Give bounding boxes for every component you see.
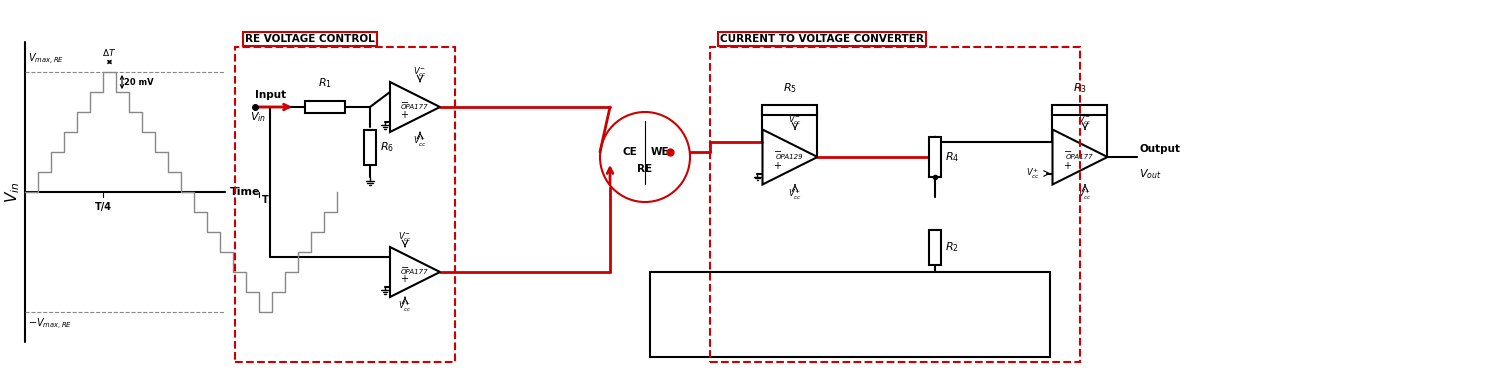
Text: T: T bbox=[263, 195, 269, 205]
Text: $V_{out}$: $V_{out}$ bbox=[1140, 167, 1163, 181]
Text: $V_{cc}^{+}$: $V_{cc}^{+}$ bbox=[399, 300, 412, 314]
Text: $V_{cc}^{-}$: $V_{cc}^{-}$ bbox=[788, 113, 802, 126]
Text: $+$: $+$ bbox=[773, 160, 782, 170]
Text: $V_{cc}^{-}$: $V_{cc}^{-}$ bbox=[412, 65, 427, 79]
Text: $R_1 = R_2 = R_3 = R_4 = R_6 = 6.8\ \mathrm{k}\Omega$: $R_1 = R_2 = R_3 = R_4 = R_6 = 6.8\ \mat… bbox=[753, 319, 945, 335]
Text: $V_{cc}^{+}$: $V_{cc}^{+}$ bbox=[1027, 167, 1040, 181]
Text: $-$: $-$ bbox=[773, 145, 782, 155]
Bar bbox=[763, 105, 817, 115]
Text: $V_{cc}^{+}$: $V_{cc}^{+}$ bbox=[1078, 188, 1092, 202]
Text: $+$: $+$ bbox=[1063, 160, 1072, 170]
Bar bbox=[929, 137, 941, 177]
Text: $V_{in}$: $V_{in}$ bbox=[251, 110, 266, 124]
Text: $R_3$: $R_3$ bbox=[1074, 81, 1087, 94]
Text: $R_5$: $R_5$ bbox=[784, 81, 797, 94]
Text: $R_5 = 3.9\ \mathrm{k}\Omega$: $R_5 = 3.9\ \mathrm{k}\Omega$ bbox=[814, 284, 886, 300]
Bar bbox=[649, 272, 1049, 357]
Text: $R_4$: $R_4$ bbox=[945, 150, 959, 164]
Text: $-$: $-$ bbox=[400, 96, 409, 106]
Text: WE: WE bbox=[651, 147, 669, 157]
Text: OPA177: OPA177 bbox=[1066, 154, 1093, 160]
Text: Output: Output bbox=[1140, 144, 1181, 154]
Text: $V_{in}$: $V_{in}$ bbox=[3, 181, 23, 203]
Text: OPA177: OPA177 bbox=[402, 269, 429, 275]
Text: $V_{cc}^{-}$: $V_{cc}^{-}$ bbox=[399, 230, 412, 244]
Text: $V_{max,RE}$: $V_{max,RE}$ bbox=[29, 52, 63, 67]
Text: OPA129: OPA129 bbox=[776, 154, 803, 160]
Text: Input: Input bbox=[255, 90, 285, 100]
Text: CURRENT TO VOLTAGE CONVERTER: CURRENT TO VOLTAGE CONVERTER bbox=[720, 34, 924, 44]
Text: Time: Time bbox=[230, 187, 261, 197]
Text: $\Delta T$: $\Delta T$ bbox=[103, 47, 116, 58]
Text: RE VOLTAGE CONTROL: RE VOLTAGE CONTROL bbox=[245, 34, 374, 44]
Text: $-$: $-$ bbox=[1063, 145, 1072, 155]
Text: $-V_{max,RE}$: $-V_{max,RE}$ bbox=[29, 317, 72, 332]
Text: $V_{cc}^{+}$: $V_{cc}^{+}$ bbox=[788, 188, 802, 202]
Text: $R_6$: $R_6$ bbox=[381, 140, 394, 154]
Text: RE: RE bbox=[637, 164, 652, 174]
Bar bbox=[305, 101, 344, 113]
Text: 20 mV: 20 mV bbox=[124, 78, 154, 86]
Text: $+$: $+$ bbox=[400, 274, 409, 285]
Text: CE: CE bbox=[622, 147, 637, 157]
Bar bbox=[364, 129, 376, 165]
Text: $-$: $-$ bbox=[400, 261, 409, 271]
Bar bbox=[1052, 105, 1107, 115]
Text: $+$: $+$ bbox=[400, 108, 409, 120]
Text: $R_1$: $R_1$ bbox=[319, 76, 332, 90]
Text: $R_2$: $R_2$ bbox=[945, 240, 959, 254]
Text: $V_{cc}^{-}$: $V_{cc}^{-}$ bbox=[1078, 113, 1092, 126]
Bar bbox=[929, 230, 941, 264]
Text: OPA177: OPA177 bbox=[402, 104, 429, 110]
Text: $V_{cc}^{+}$: $V_{cc}^{+}$ bbox=[412, 135, 427, 149]
Text: T/4: T/4 bbox=[95, 202, 112, 212]
